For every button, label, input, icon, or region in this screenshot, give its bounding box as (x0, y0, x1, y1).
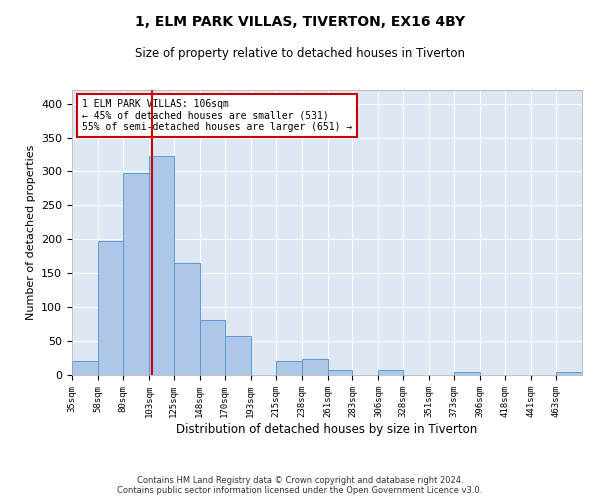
Bar (224, 336, 251, 375)
Y-axis label: Number of detached properties: Number of detached properties (26, 145, 35, 320)
Bar (174, 263, 200, 375)
X-axis label: Distribution of detached houses by size in Tiverton: Distribution of detached houses by size … (176, 422, 478, 436)
Text: Size of property relative to detached houses in Tiverton: Size of property relative to detached ho… (135, 48, 465, 60)
Bar (149, 156, 174, 375)
Text: Contains HM Land Registry data © Crown copyright and database right 2024.
Contai: Contains HM Land Registry data © Crown c… (118, 476, 482, 495)
Bar (200, 320, 224, 375)
Text: 1, ELM PARK VILLAS, TIVERTON, EX16 4BY: 1, ELM PARK VILLAS, TIVERTON, EX16 4BY (135, 15, 465, 29)
Bar (302, 360, 328, 375)
Bar (72, 362, 98, 375)
Bar (328, 370, 352, 375)
Bar (123, 173, 149, 375)
Bar (379, 370, 403, 375)
Bar (454, 372, 480, 375)
Text: 1 ELM PARK VILLAS: 106sqm
← 45% of detached houses are smaller (531)
55% of semi: 1 ELM PARK VILLAS: 106sqm ← 45% of detac… (82, 98, 352, 132)
Bar (275, 361, 302, 375)
Bar (98, 242, 123, 375)
Bar (556, 372, 582, 375)
